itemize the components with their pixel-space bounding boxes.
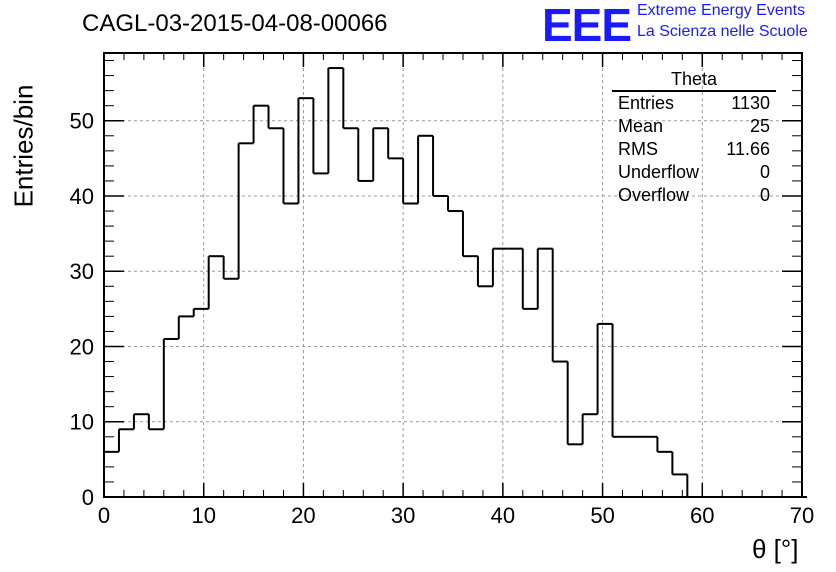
stat-label: RMS [618,139,658,159]
eee-logo: EEE [542,0,632,51]
x-axis-label: θ [°] [752,534,799,564]
x-tick-label: 20 [291,503,315,528]
logo-text-line1: Extreme Energy Events [637,2,806,19]
stat-value: 0 [759,162,770,182]
logo-text-line2: La Scienza nelle Scuole [637,23,808,40]
x-tick-label: 30 [391,503,415,528]
stat-row-rms: RMS 11.66 [612,138,776,161]
x-tick-label: 50 [590,503,614,528]
stats-box: Theta Entries 1130 Mean 25 RMS 11.66 Und… [612,69,776,207]
x-tick-label: 40 [491,503,515,528]
x-tick-label: 0 [98,503,110,528]
stats-title: Theta [612,69,776,92]
y-tick-label: 30 [70,259,94,284]
stat-row-underflow: Underflow 0 [612,161,776,184]
y-tick-label: 20 [70,334,94,359]
grid [104,53,802,497]
y-tick-label: 0 [82,485,94,510]
stat-label: Entries [618,93,675,113]
axis-ticks [103,53,803,498]
plot-frame [103,52,803,498]
stat-row-overflow: Overflow 0 [612,184,776,207]
stat-value: 0 [759,185,770,205]
y-tick-label: 10 [70,410,94,435]
stat-value: 1130 [731,93,770,113]
stat-label: Mean [618,116,664,136]
x-tick-label: 70 [790,503,814,528]
y-tick-label: 40 [70,184,94,209]
x-tick-label: 60 [690,503,714,528]
x-tick-label: 10 [191,503,215,528]
stat-label: Underflow [618,162,700,182]
stat-value: 11.66 [726,139,770,159]
stat-row-entries: Entries 1130 [612,92,776,115]
tick-labels: 0 10 20 30 40 50 60 70 0 10 20 30 40 50 [70,109,815,528]
stat-label: Overflow [618,185,690,205]
stat-row-mean: Mean 25 [612,115,776,138]
y-tick-label: 50 [70,109,94,134]
stat-value: 25 [749,116,770,136]
chart-title: CAGL-03-2015-04-08-00066 [82,10,388,37]
